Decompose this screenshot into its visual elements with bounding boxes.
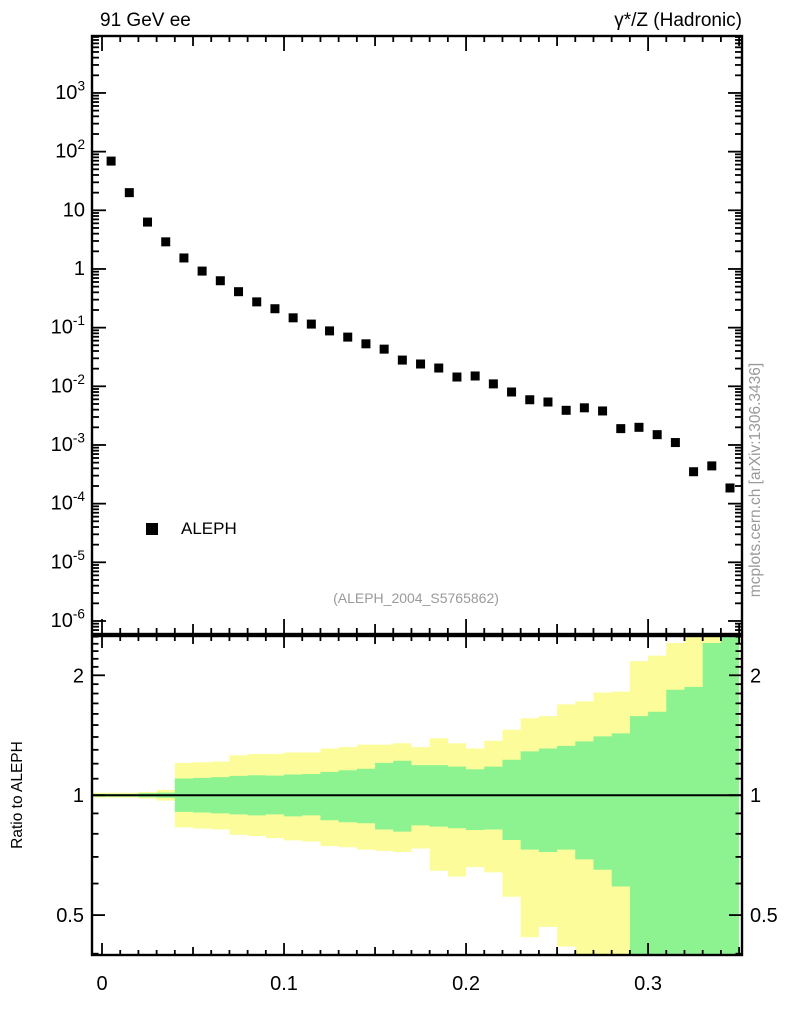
data-point	[379, 344, 389, 354]
data-point	[707, 461, 717, 471]
x-tick-label: 0	[96, 973, 107, 995]
plot-title-energy: 91 GeV ee	[100, 10, 191, 31]
y-tick-label: 10-3	[51, 431, 85, 456]
analysis-watermark: (ALEPH_2004_S5765862)	[333, 590, 499, 606]
data-point	[161, 237, 171, 247]
ratio-tick-label-right: 0.5	[750, 905, 778, 927]
data-point	[343, 332, 353, 342]
data-point	[689, 467, 699, 477]
data-point	[106, 156, 116, 166]
plot-title-process: γ*/Z (Hadronic)	[614, 10, 742, 31]
legend-label-aleph: ALEPH	[181, 519, 237, 538]
data-point	[579, 403, 589, 413]
y-tick-label: 10-6	[51, 607, 85, 632]
y-tick-label: 10-2	[51, 372, 85, 397]
data-point	[325, 326, 335, 336]
x-tick-label: 0.1	[270, 973, 298, 995]
y-tick-label: 103	[55, 79, 85, 104]
data-point	[452, 372, 462, 382]
y-tick-label: 10	[63, 199, 85, 221]
data-point	[725, 483, 735, 493]
data-point	[652, 430, 662, 440]
data-point	[670, 438, 680, 448]
data-point	[215, 276, 225, 286]
y-tick-label: 10-5	[51, 548, 85, 573]
legend: ALEPH	[146, 520, 237, 537]
data-point	[416, 359, 426, 369]
x-tick-label: 0.2	[452, 973, 480, 995]
ratio-tick-label-right: 1	[750, 785, 761, 807]
data-point	[598, 406, 608, 416]
ratio-tick-label-right: 2	[750, 665, 761, 687]
data-point	[434, 363, 444, 373]
data-point	[197, 266, 207, 276]
data-point	[561, 405, 571, 415]
data-point	[543, 397, 553, 407]
data-point	[234, 287, 244, 297]
data-point	[179, 253, 189, 263]
x-tick-label: 0.3	[634, 973, 662, 995]
data-point	[397, 355, 407, 365]
data-point	[288, 313, 298, 323]
data-point	[306, 319, 316, 329]
y-tick-label: 10-4	[51, 489, 86, 514]
mcplots-watermark: mcplots.cern.ch [arXiv:1306.3436]	[747, 362, 764, 598]
ratio-tick-label-left: 1	[73, 785, 84, 807]
y-tick-label: 102	[55, 137, 85, 162]
data-point	[124, 188, 134, 198]
data-point	[634, 422, 644, 432]
data-point	[252, 297, 262, 307]
data-point	[488, 379, 498, 389]
ratio-tick-label-left: 2	[73, 665, 84, 687]
data-point	[470, 371, 480, 381]
y-tick-label: 10-1	[51, 313, 85, 338]
data-point	[143, 217, 153, 227]
data-point	[525, 395, 535, 405]
main-panel-frame	[90, 34, 744, 636]
ratio-axis-title: Ratio to ALEPH	[9, 741, 26, 849]
data-point	[361, 339, 371, 349]
data-point	[270, 304, 280, 314]
legend-marker-square	[146, 522, 158, 535]
data-point	[616, 424, 626, 434]
y-tick-label: 1	[74, 258, 85, 280]
data-point	[507, 387, 517, 397]
ratio-tick-label-left: 0.5	[56, 905, 84, 927]
